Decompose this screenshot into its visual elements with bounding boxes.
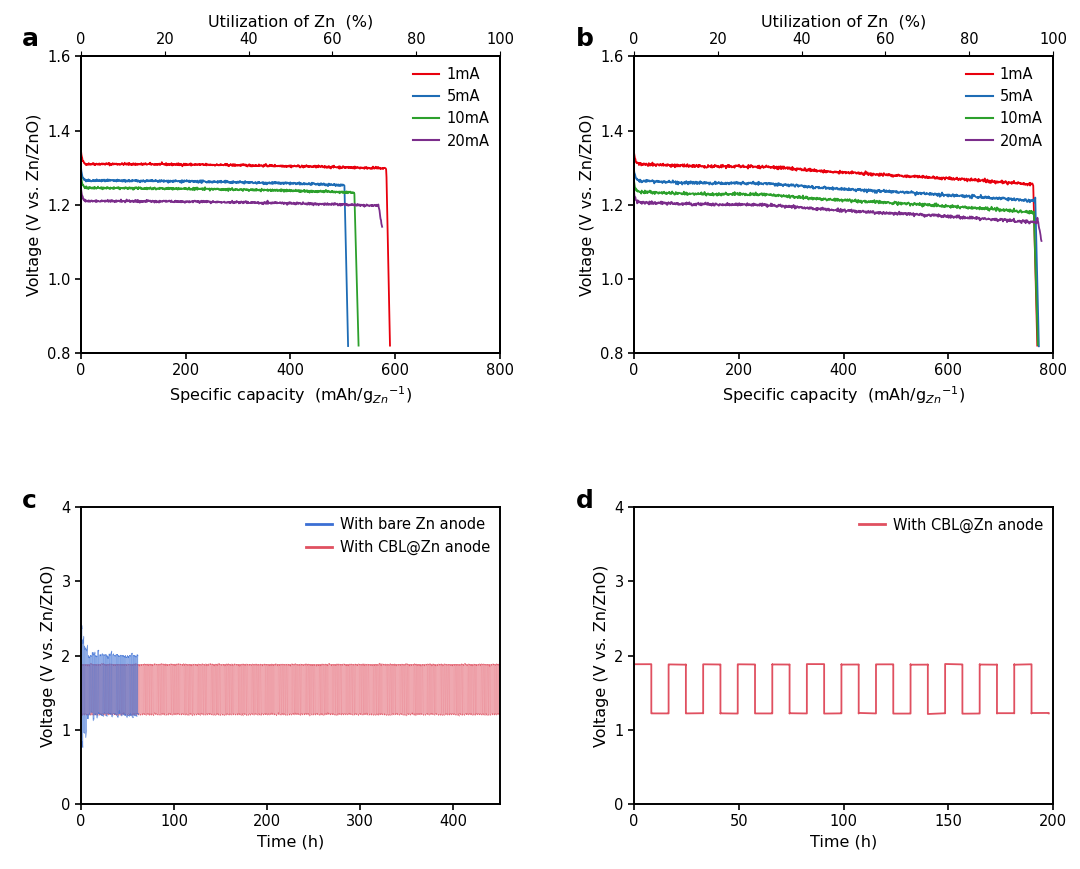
X-axis label: Specific capacity  (mAh/g$_{Zn}$$^{-1}$): Specific capacity (mAh/g$_{Zn}$$^{-1}$) <box>723 384 966 406</box>
Y-axis label: Voltage (V vs. Zn/ZnO): Voltage (V vs. Zn/ZnO) <box>27 114 42 296</box>
Y-axis label: Voltage (V vs. Zn/ZnO): Voltage (V vs. Zn/ZnO) <box>580 114 595 296</box>
Legend: With bare Zn anode, With CBL@Zn anode: With bare Zn anode, With CBL@Zn anode <box>300 512 496 561</box>
Text: a: a <box>23 27 39 50</box>
Legend: 1mA, 5mA, 10mA, 20mA: 1mA, 5mA, 10mA, 20mA <box>960 61 1049 155</box>
Text: b: b <box>576 27 593 50</box>
X-axis label: Utilization of Zn  (%): Utilization of Zn (%) <box>207 14 373 30</box>
Y-axis label: Voltage (V vs. Zn/ZnO): Voltage (V vs. Zn/ZnO) <box>41 564 56 746</box>
X-axis label: Utilization of Zn  (%): Utilization of Zn (%) <box>761 14 927 30</box>
Legend: With CBL@Zn anode: With CBL@Zn anode <box>853 512 1049 539</box>
Text: c: c <box>23 489 37 514</box>
X-axis label: Specific capacity  (mAh/g$_{Zn}$$^{-1}$): Specific capacity (mAh/g$_{Zn}$$^{-1}$) <box>168 384 411 406</box>
Legend: 1mA, 5mA, 10mA, 20mA: 1mA, 5mA, 10mA, 20mA <box>407 61 496 155</box>
X-axis label: Time (h): Time (h) <box>257 835 324 850</box>
Y-axis label: Voltage (V vs. Zn/ZnO): Voltage (V vs. Zn/ZnO) <box>594 564 609 746</box>
Text: d: d <box>576 489 593 514</box>
X-axis label: Time (h): Time (h) <box>810 835 877 850</box>
